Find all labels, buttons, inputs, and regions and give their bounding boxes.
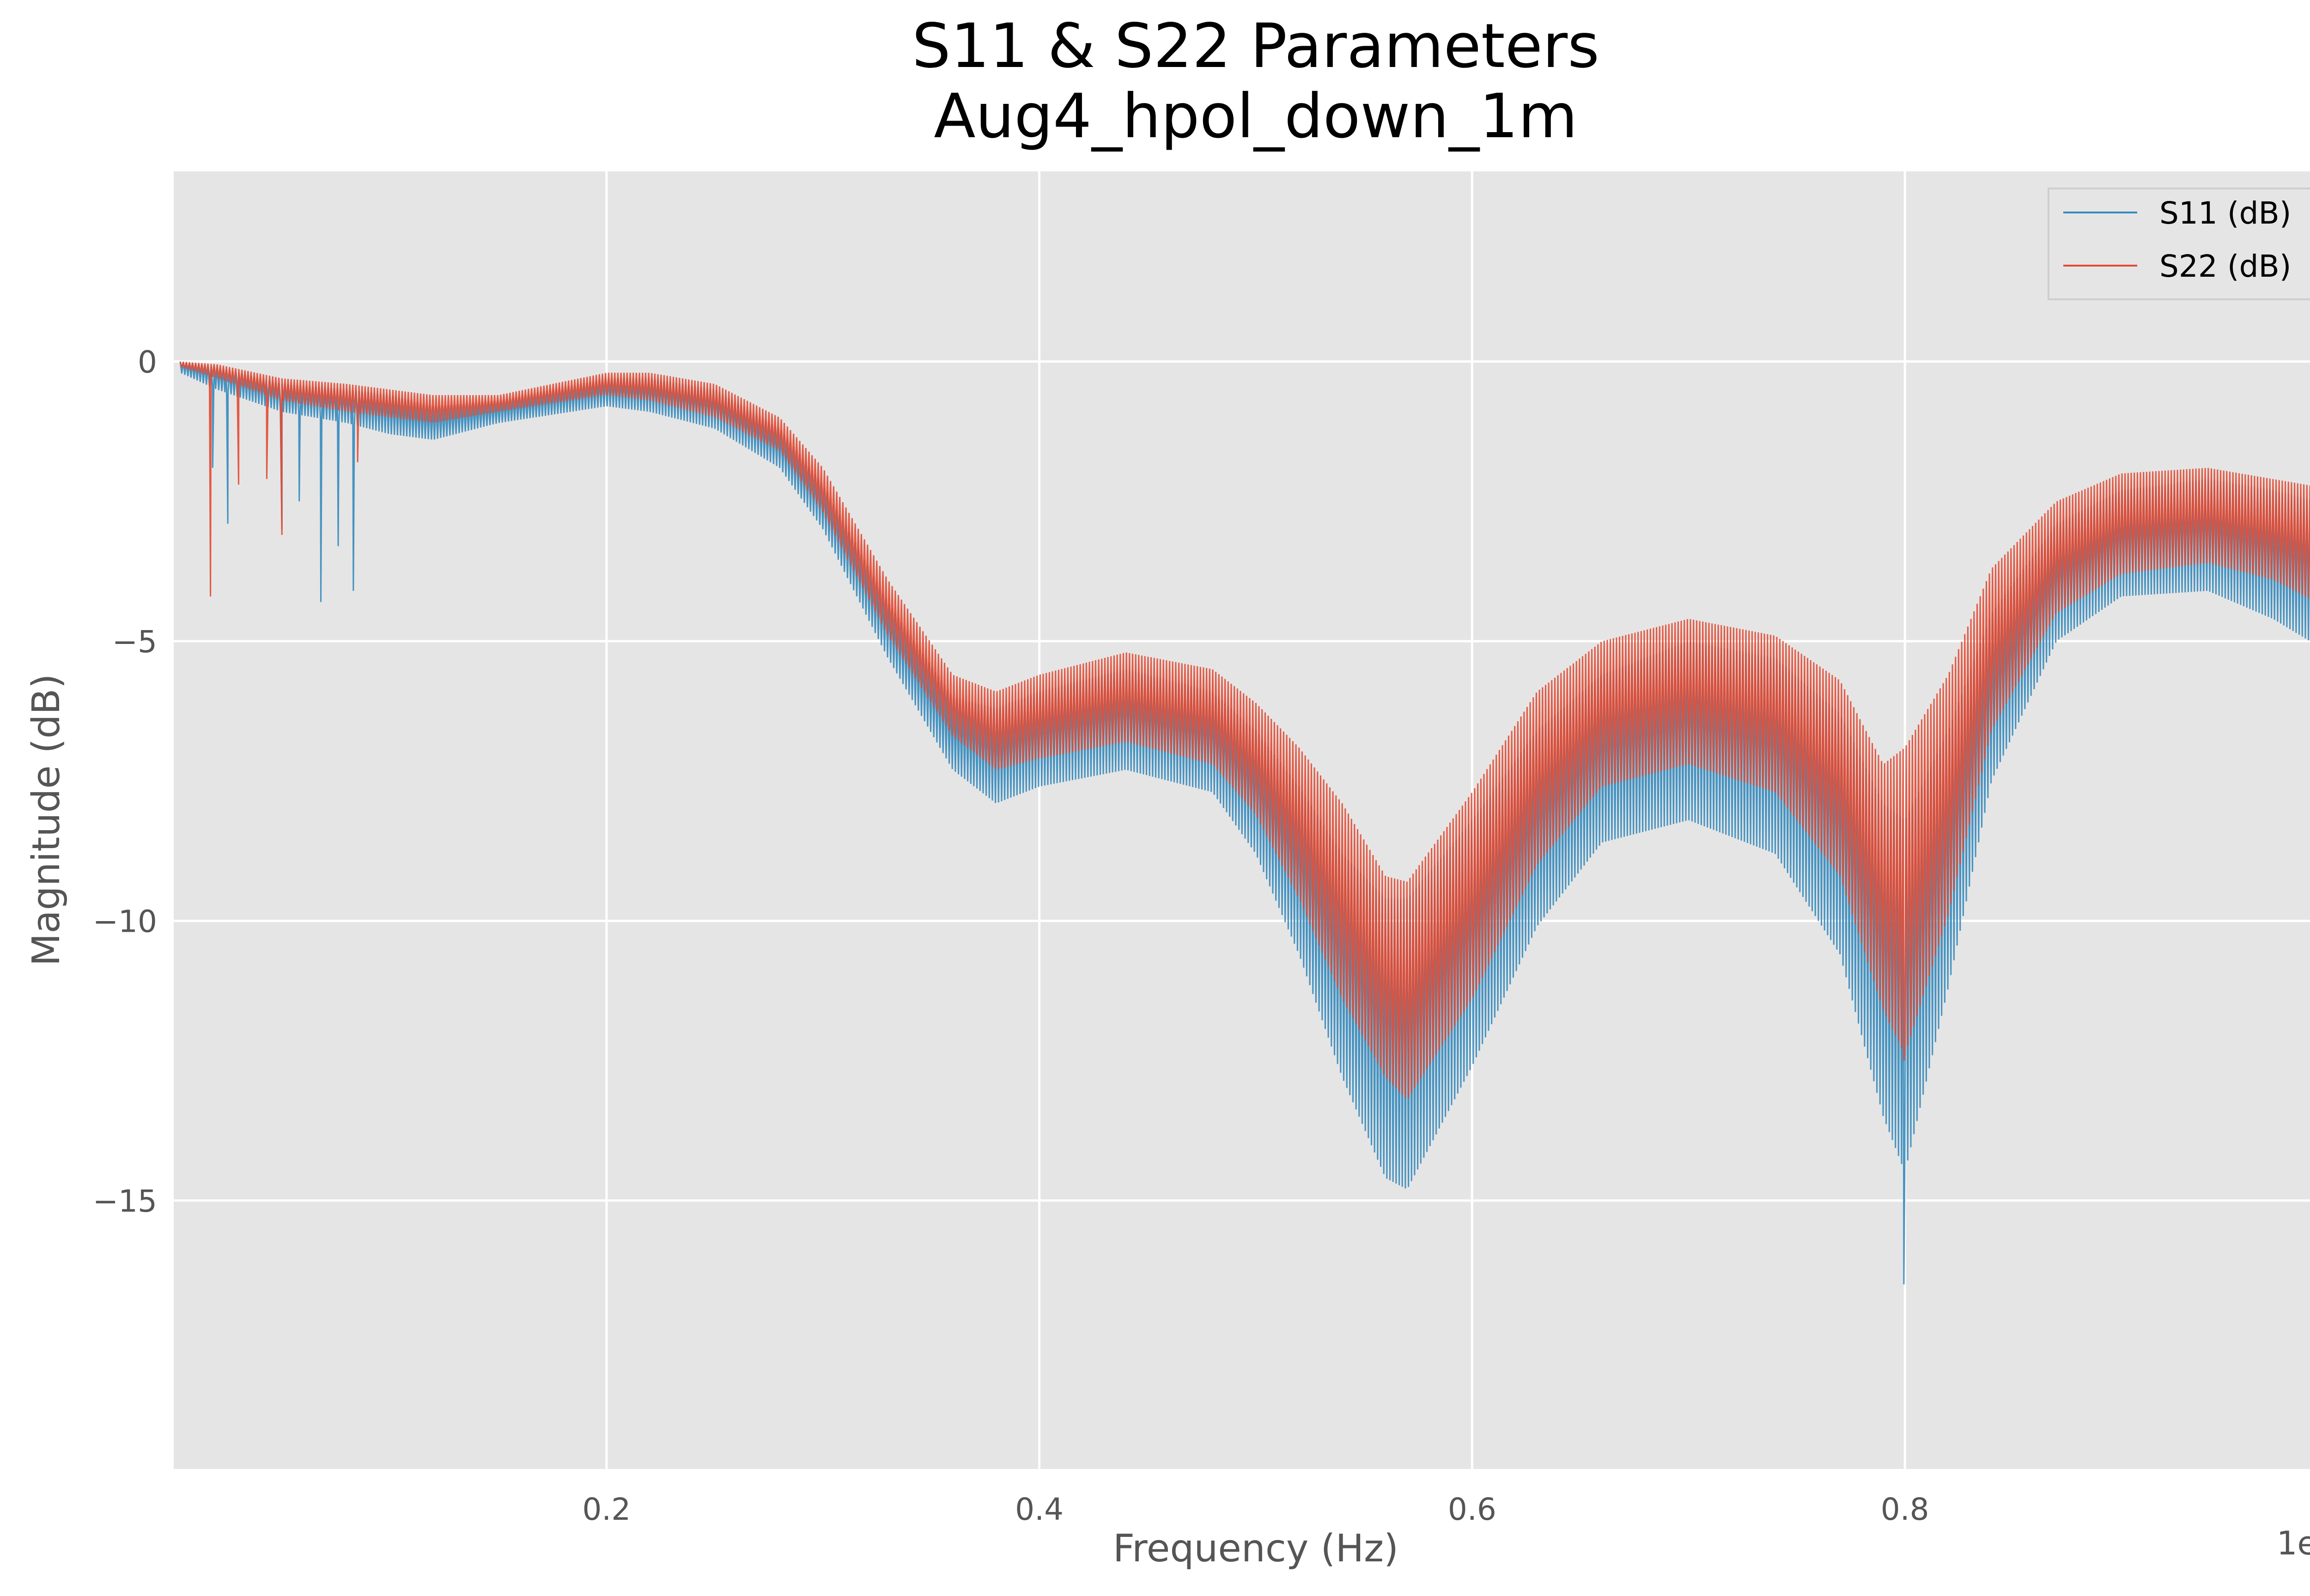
chart-subtitle: Aug4_hpol_down_1m xyxy=(934,81,1577,152)
y-axis-label: Magnitude (dB) xyxy=(24,674,68,966)
legend: S11 (dB) S22 (dB) xyxy=(2048,188,2310,300)
x-tick-label: 0.2 xyxy=(582,1492,631,1527)
legend-label-s22: S22 (dB) xyxy=(2159,249,2292,284)
x-axis-label: Frequency (Hz) xyxy=(1113,1527,1398,1571)
x-tick-label: 0.4 xyxy=(1015,1492,1064,1527)
x-axis-offset: 1e9 xyxy=(2277,1524,2310,1562)
legend-box xyxy=(2048,188,2310,300)
y-tick-label: 0 xyxy=(138,345,157,380)
x-tick-label: 0.8 xyxy=(1881,1492,1929,1527)
plot-series xyxy=(179,361,2310,1285)
x-tick-label: 0.6 xyxy=(1448,1492,1496,1527)
y-tick-label: −15 xyxy=(93,1183,157,1219)
s22-line xyxy=(179,361,2310,1098)
ticks: 0.20.40.60.81.00−5−10−15 xyxy=(93,345,1929,1527)
y-tick-label: −10 xyxy=(93,904,157,939)
chart-title: S11 & S22 Parameters xyxy=(912,11,1599,82)
y-tick-label: −5 xyxy=(112,624,157,660)
legend-label-s11: S11 (dB) xyxy=(2159,195,2292,231)
